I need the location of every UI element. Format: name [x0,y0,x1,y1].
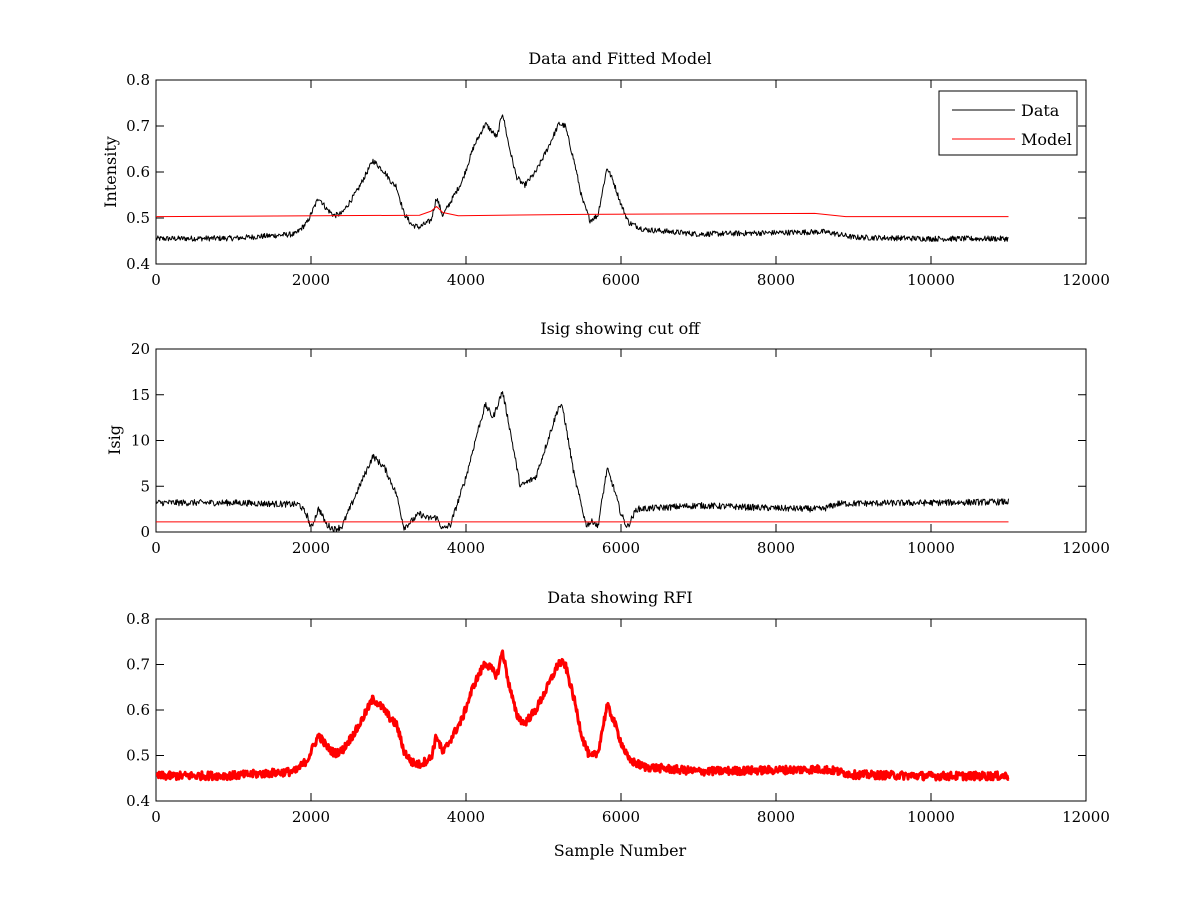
x-tick-label: 8000 [757,808,795,826]
y-tick-label: 10 [131,432,150,450]
panel-1-legend: Data Model [938,90,1078,156]
panel-2-ylabel: Isig [105,425,124,455]
series-line-model [156,206,1009,218]
x-tick-label: 6000 [602,808,640,826]
panel-3-ticks-layer: 0 2000 4000 6000 8000 10000 12000 0.4 0.5 0.6 0.7 0… [126,610,1110,826]
panel-data-and-fitted-model: Data and Fitted Model Intensity 0 2000 400… [101,49,1110,289]
x-tick-label: 12000 [1062,808,1110,826]
y-tick-label: 0.7 [126,656,150,674]
panel-2-title: Isig showing cut off [540,319,701,338]
panel-2-ticks-layer: 0 2000 4000 6000 8000 10000 12000 0 5 10 15 20 [131,340,1110,557]
panel-1-title: Data and Fitted Model [528,49,711,68]
panel-3-plot-area [156,649,1010,782]
panel-1-series-layer [156,114,1009,242]
x-tick-label: 4000 [447,271,485,289]
x-tick-label: 10000 [907,271,955,289]
x-tick-label: 10000 [907,808,955,826]
panel-1-axes-box [155,79,1087,265]
x-tick-label: 0 [151,808,161,826]
y-tick-label: 5 [140,477,150,495]
legend-box [938,90,1078,156]
panel-2-series-layer [156,391,1009,532]
series-line-panel3-0 [156,649,1010,782]
panel-1-plot-area [156,114,1009,242]
panel-3-title: Data showing RFI [547,588,692,607]
panel-3-series-layer [156,649,1010,782]
x-tick-label: 6000 [602,271,640,289]
y-tick-label: 0.8 [126,610,150,628]
x-tick-label: 2000 [292,539,330,557]
series-line-panel2-0 [156,391,1009,532]
y-tick-label: 0.5 [126,209,150,227]
panel-isig-showing-cut-off: Isig showing cut off Isig 0 2000 4000 6000 8… [105,319,1110,557]
x-tick-label: 6000 [602,539,640,557]
panel-3-axes-box [155,618,1087,802]
y-tick-label: 15 [131,386,150,404]
x-tick-label: 12000 [1062,539,1110,557]
x-tick-label: 10000 [907,539,955,557]
y-tick-label: 0.4 [126,792,150,810]
y-tick-label: 0.6 [126,701,150,719]
legend-model-label: Model [1021,130,1072,149]
y-tick-label: 0.5 [126,747,150,765]
y-tick-label: 0.8 [126,71,150,89]
y-tick-label: 0 [140,523,150,541]
panel-1-ticks-layer: 0 2000 4000 6000 8000 10000 12000 0.4 0.5 0.6 0.7 0… [126,71,1110,289]
panel-1-ylabel: Intensity [101,136,120,208]
legend-data-label: Data [1021,101,1060,120]
y-tick-label: 0.4 [126,255,150,273]
series-line-data [156,114,1009,242]
x-tick-label: 12000 [1062,271,1110,289]
y-tick-label: 20 [131,340,150,358]
panel-3-xlabel: Sample Number [554,841,687,860]
panel-2-plot-area [156,391,1009,532]
x-tick-label: 0 [151,539,161,557]
y-tick-label: 0.6 [126,163,150,181]
x-tick-label: 4000 [447,539,485,557]
y-tick-label: 0.7 [126,117,150,135]
x-tick-label: 8000 [757,539,795,557]
x-tick-label: 2000 [292,271,330,289]
x-tick-label: 4000 [447,808,485,826]
x-tick-label: 8000 [757,271,795,289]
x-tick-label: 2000 [292,808,330,826]
panel-data-showing-rfi: Data showing RFI 0 2000 4000 6000 8000 10000 1… [126,588,1110,860]
x-tick-label: 0 [151,271,161,289]
